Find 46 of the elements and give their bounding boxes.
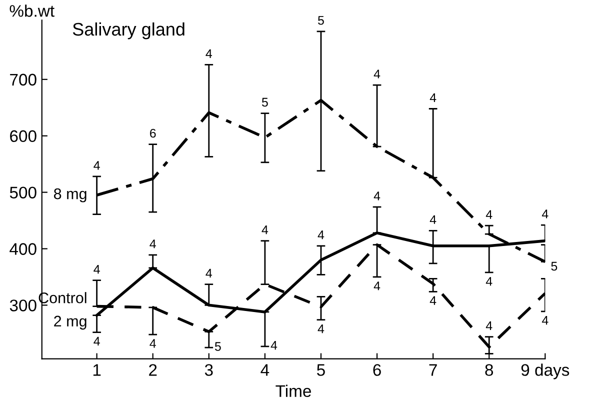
annotation: 5 (262, 98, 268, 107)
x-tick-label: 6 (373, 364, 381, 376)
y-tick-label: 600 (10, 130, 36, 142)
y-tick-label: 500 (10, 186, 36, 198)
annotation: 4 (150, 339, 156, 348)
series-label: 8 mg (54, 188, 86, 202)
annotation: 5 (214, 342, 221, 351)
annotation: 6 (150, 128, 156, 138)
annotation: 4 (542, 316, 548, 325)
annotation: 5 (551, 262, 558, 271)
annotation: 4 (374, 192, 380, 200)
annotation: 4 (94, 264, 100, 274)
x-axis-title: Time (276, 384, 311, 397)
annotation: 5 (318, 16, 324, 25)
annotation: 4 (150, 240, 156, 248)
annotation: 4 (318, 324, 324, 334)
annotation: 4 (430, 93, 436, 102)
x-tick-label: 1 (93, 364, 101, 376)
series-label: 2 mg (54, 316, 86, 330)
annotation: 4 (542, 210, 548, 218)
annotation: 4 (318, 230, 324, 240)
annotation: 4 (374, 282, 380, 290)
y-tick-label: 700 (10, 74, 36, 86)
chart-title: Salivary gland (72, 22, 184, 40)
y-tick-label: 400 (10, 243, 36, 255)
y-axis-title: %b.wt (10, 4, 54, 17)
x-tick-label: 3 (204, 364, 213, 376)
x-tick-label: 9 days (521, 364, 570, 380)
annotation: 4 (94, 336, 100, 346)
annotation: 4 (430, 296, 436, 305)
x-tick-label: 4 (260, 364, 270, 376)
annotation: 4 (206, 268, 212, 278)
x-tick-label: 7 (429, 364, 437, 376)
x-tick-label: 2 (149, 364, 157, 376)
annotation: 4 (262, 225, 268, 234)
annotation: 4 (270, 341, 278, 350)
annotation: 4 (486, 321, 492, 330)
annotation: 4 (486, 277, 492, 286)
y-tick-label: 300 (10, 300, 36, 312)
x-tick-label: 5 (317, 364, 325, 376)
annotation: 4 (486, 210, 492, 219)
annotation: 4 (206, 49, 212, 58)
x-tick-label: 8 (485, 364, 494, 376)
annotation: 4 (94, 161, 100, 170)
annotation: 4 (374, 70, 380, 78)
annotation: 4 (430, 215, 436, 224)
